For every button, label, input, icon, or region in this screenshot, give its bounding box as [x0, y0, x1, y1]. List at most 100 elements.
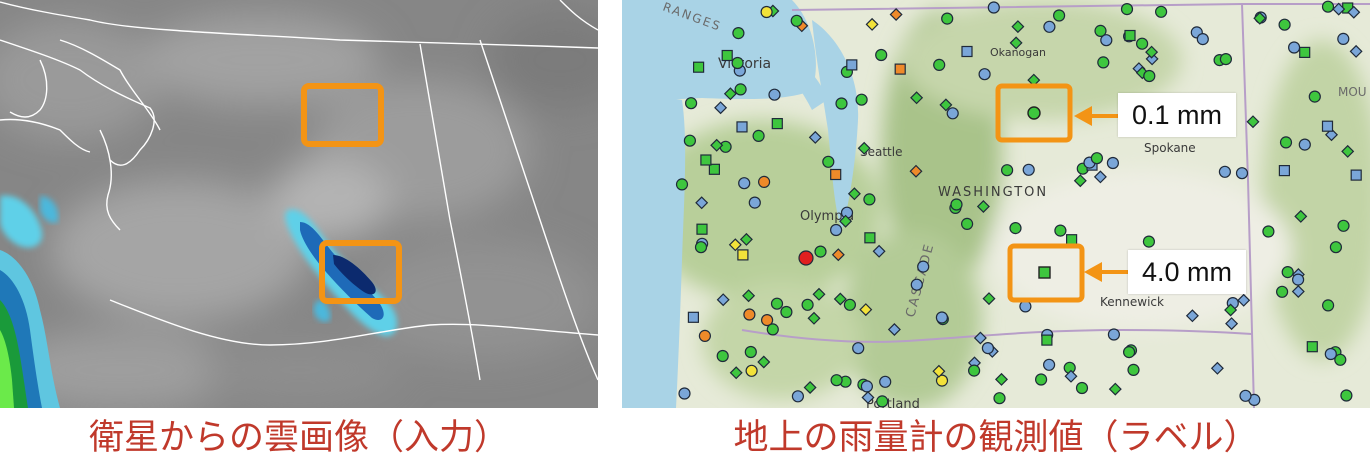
gauge-marker — [758, 175, 771, 188]
label-mou: MOU — [1338, 85, 1367, 99]
gauge-marker — [684, 97, 698, 110]
rain-gauge-markers — [675, 0, 1363, 408]
gauge-marker — [1210, 361, 1224, 375]
gauge-marker — [1011, 20, 1025, 34]
highlight-box-gauge-south — [1007, 243, 1085, 303]
gauge-marker — [768, 88, 781, 101]
gauge-marker — [910, 278, 923, 291]
gauge-value-label-north: 0.1 mm — [1118, 93, 1237, 137]
gauge-marker — [859, 303, 873, 317]
gauge-marker — [961, 45, 973, 58]
gauge-marker — [950, 198, 963, 211]
gauge-marker — [1043, 358, 1056, 371]
gauge-marker — [700, 154, 712, 166]
gauge-marker — [1075, 381, 1089, 395]
label-seattle: Seattle — [860, 145, 902, 159]
gauge-marker — [1027, 73, 1041, 87]
gauge-marker — [846, 59, 858, 71]
gauge-marker — [1287, 41, 1301, 54]
gauge-marker — [910, 91, 924, 105]
gauge-marker — [757, 355, 771, 369]
gauge-marker — [1350, 169, 1362, 181]
gauge-marker — [770, 297, 784, 310]
gauge-marker — [1124, 29, 1136, 42]
gauge-marker — [861, 390, 875, 405]
gauge-marker — [822, 155, 835, 168]
gauge-marker — [839, 214, 853, 228]
gauge-marker — [696, 223, 708, 235]
gauge-marker — [1291, 284, 1305, 299]
gauge-marker — [1237, 293, 1251, 307]
gauge-marker — [852, 342, 865, 355]
gauge-marker — [742, 289, 756, 303]
gauge-marker — [803, 380, 817, 395]
gauge-marker — [760, 5, 773, 19]
gauge-marker — [1321, 0, 1335, 13]
gauge-marker — [976, 199, 990, 214]
radar-echo-west — [0, 195, 60, 408]
gauge-marker — [1308, 90, 1321, 103]
gauge-marker-focus-north — [1027, 106, 1041, 120]
gauge-marker — [830, 374, 843, 387]
label-washington: WASHINGTON — [938, 185, 1048, 200]
gauge-marker — [761, 314, 774, 327]
gauge-marker — [946, 107, 959, 120]
gauge-marker — [876, 395, 889, 408]
gauge-marker — [1225, 317, 1239, 331]
gauge-marker — [739, 232, 753, 246]
gauge-marker — [909, 164, 923, 178]
gauge-marker — [1123, 346, 1136, 359]
gauge-marker — [807, 311, 821, 325]
gauge-marker — [987, 1, 1000, 14]
highlight-box-cloud-top — [301, 83, 384, 147]
gauge-marker — [1337, 219, 1350, 232]
gauge-marker — [743, 308, 756, 321]
label-spokane: Spokane — [1144, 141, 1196, 155]
gauge-marker — [766, 323, 779, 336]
gauge-marker — [771, 117, 783, 130]
gauge-marker — [734, 83, 747, 96]
gauge-marker — [812, 287, 826, 301]
gauge-marker — [961, 217, 974, 230]
gauge-marker — [863, 193, 876, 206]
gauge-marker — [993, 392, 1006, 405]
gauge-marker — [865, 17, 879, 31]
gauge-marker — [1239, 389, 1252, 402]
gauge-marker — [1340, 389, 1353, 402]
gauge-marker — [1107, 328, 1120, 341]
gauge-marker — [1142, 235, 1156, 248]
gauge-marker — [716, 293, 730, 307]
gauge-marker — [1324, 128, 1339, 142]
gauge-marker — [864, 232, 876, 244]
gauge-marker — [1281, 266, 1294, 279]
gauge-marker — [1019, 300, 1032, 313]
gauge-marker — [719, 140, 732, 153]
gauge-marker — [710, 138, 724, 152]
gauge-marker — [887, 322, 901, 337]
coastlines-and-borders — [0, 0, 598, 381]
gauge-marker — [683, 134, 697, 147]
gauge-marker — [752, 129, 765, 142]
gauge-marker — [714, 101, 728, 115]
gauge-marker — [780, 305, 793, 319]
gauge-marker — [1294, 209, 1308, 223]
gauge-marker — [889, 7, 903, 22]
gauge-marker — [1299, 46, 1311, 59]
gauge-marker — [939, 98, 953, 112]
gauge-marker — [1321, 120, 1334, 132]
gauge-marker — [698, 329, 712, 342]
gauge-marker — [708, 163, 721, 175]
satellite-cloud-image — [0, 0, 598, 408]
gauge-map-svg: Victoria Seattle Olympia WASHINGTON Okan… — [622, 0, 1370, 408]
gauge-marker — [978, 68, 991, 81]
gauge-marker — [1253, 11, 1267, 25]
gauge-marker — [738, 177, 751, 190]
gauge-marker — [835, 97, 848, 110]
callout-arrows — [1074, 106, 1128, 282]
gauge-marker — [1143, 69, 1156, 83]
gauge-marker — [1218, 165, 1232, 178]
gauge-marker — [1196, 32, 1209, 46]
gauge-marker — [1127, 363, 1140, 376]
gauge-marker — [1332, 2, 1346, 16]
gauge-marker — [808, 130, 822, 144]
